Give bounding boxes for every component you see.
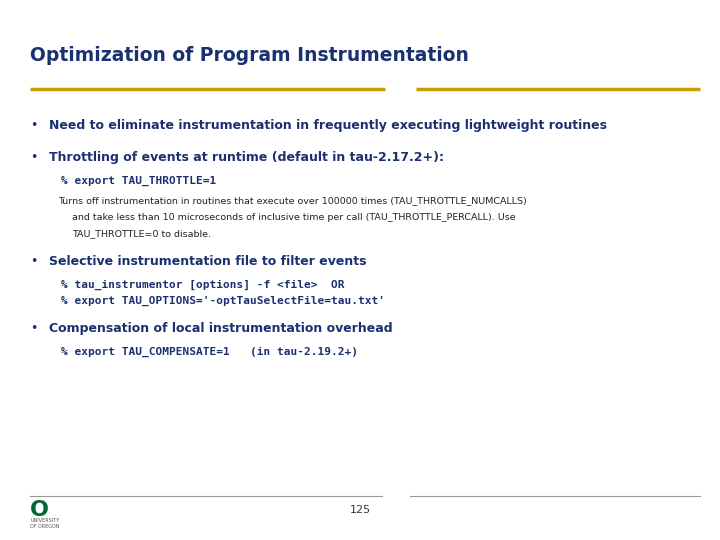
Text: Throttling of events at runtime (default in tau-2.17.2+):: Throttling of events at runtime (default… [49,151,444,164]
Text: Turns off instrumentation in routines that execute over 100000 times (TAU_THROTT: Turns off instrumentation in routines th… [58,197,526,206]
Text: •: • [30,255,37,268]
Text: 125: 125 [349,505,371,515]
Text: % export TAU_OPTIONS='-optTauSelectFile=tau.txt': % export TAU_OPTIONS='-optTauSelectFile=… [61,296,385,306]
Text: •: • [30,322,37,335]
Text: O: O [30,500,49,519]
Text: TAU_THROTTLE=0 to disable.: TAU_THROTTLE=0 to disable. [72,229,211,238]
Text: % export TAU_THROTTLE=1: % export TAU_THROTTLE=1 [61,176,217,186]
Text: •: • [30,119,37,132]
Text: UNIVERSITY
OF OREGON: UNIVERSITY OF OREGON [30,518,60,529]
Text: Optimization of Program Instrumentation: Optimization of Program Instrumentation [30,46,469,65]
Text: % export TAU_COMPENSATE=1   (in tau-2.19.2+): % export TAU_COMPENSATE=1 (in tau-2.19.2… [61,347,359,357]
Text: and take less than 10 microseconds of inclusive time per call (TAU_THROTTLE_PERC: and take less than 10 microseconds of in… [72,213,516,222]
Text: Compensation of local instrumentation overhead: Compensation of local instrumentation ov… [49,322,392,335]
Text: Need to eliminate instrumentation in frequently executing lightweight routines: Need to eliminate instrumentation in fre… [49,119,607,132]
Text: Selective instrumentation file to filter events: Selective instrumentation file to filter… [49,255,366,268]
Text: % tau_instrumentor [options] -f <file>  OR: % tau_instrumentor [options] -f <file> O… [61,280,345,290]
Text: •: • [30,151,37,164]
